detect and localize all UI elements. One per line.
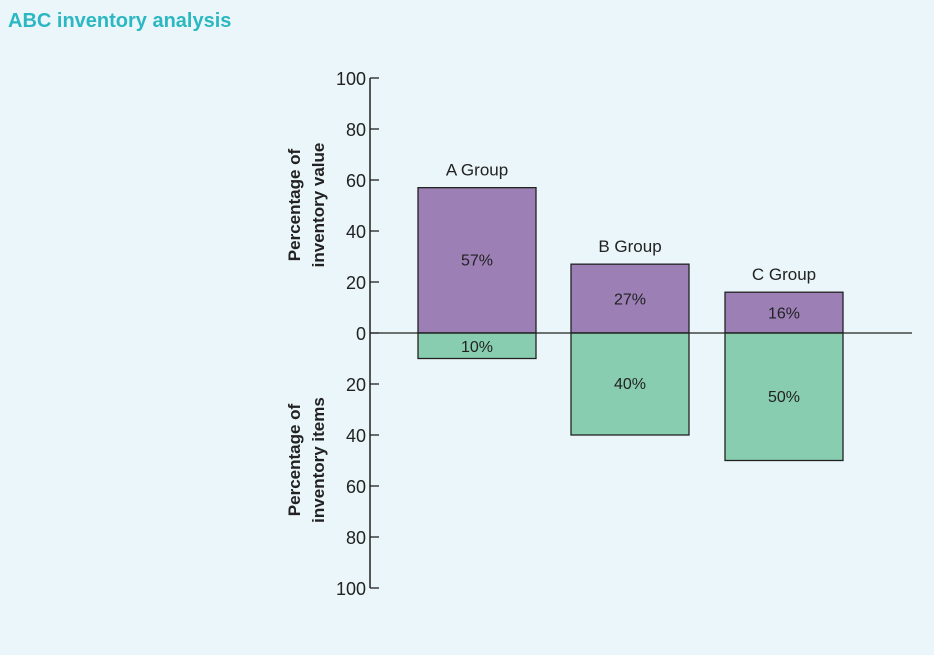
tick-label: 80 [346, 528, 366, 548]
data-label: 27% [614, 292, 646, 309]
data-label: 10% [461, 339, 493, 356]
tick-label: 0 [356, 324, 366, 344]
data-label: 40% [614, 376, 646, 393]
bar-value [417, 186, 537, 334]
bar-value [570, 263, 690, 334]
data-label: 16% [768, 306, 800, 323]
page-title: ABC inventory analysis [8, 10, 232, 32]
category-label: C Group [752, 265, 816, 284]
y-axis-label-bottom: inventory items [309, 397, 328, 523]
data-label: 50% [768, 389, 800, 406]
category-label: A Group [446, 161, 508, 180]
bar-items [570, 332, 690, 436]
bar-items [724, 332, 844, 462]
tick-label: 20 [346, 273, 366, 293]
data-label: 57% [461, 252, 493, 269]
tick-label: 60 [346, 171, 366, 191]
y-axis-label-top: Percentage of [285, 148, 304, 261]
tick-label: 60 [346, 477, 366, 497]
tick-label: 100 [336, 69, 366, 89]
y-axis-label-bottom: Percentage of [285, 403, 304, 516]
category-label: B Group [598, 237, 661, 256]
tick-label: 40 [346, 426, 366, 446]
tick-label: 100 [336, 579, 366, 599]
y-axis-label-top: inventory value [309, 143, 328, 268]
tick-label: 20 [346, 375, 366, 395]
bar-value [724, 291, 844, 334]
tick-label: 80 [346, 120, 366, 140]
tick-label: 40 [346, 222, 366, 242]
